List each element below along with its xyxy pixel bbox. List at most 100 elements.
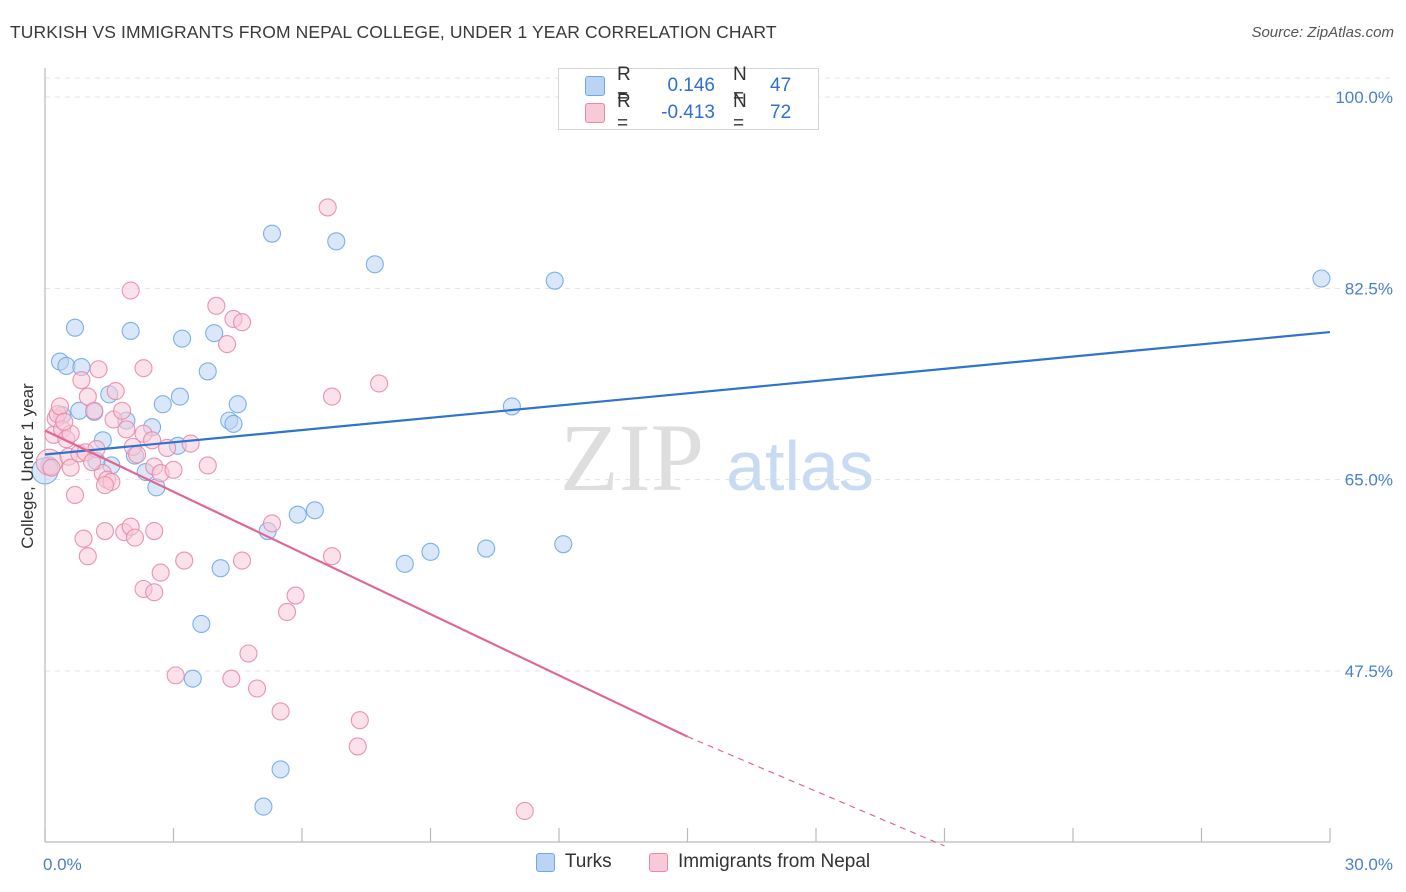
legend-label-turks: Turks — [564, 851, 612, 872]
data-points — [31, 89, 1331, 820]
stats-swatch-turks — [585, 76, 605, 96]
point-nepal — [72, 371, 91, 390]
point-nepal — [42, 458, 61, 477]
point-turks — [477, 539, 496, 558]
point-nepal — [95, 476, 115, 495]
stats-n-value: 47 — [770, 75, 792, 96]
point-nepal — [125, 528, 144, 547]
point-nepal — [232, 313, 252, 332]
x-tick-label-max: 30.0% — [1345, 855, 1393, 874]
trend-line-turks — [44, 330, 1331, 456]
point-turks — [57, 356, 76, 376]
point-nepal — [181, 434, 200, 453]
y-tick-label: 82.5% — [1345, 279, 1393, 298]
point-turks — [153, 395, 172, 414]
legend-item-turks[interactable]: Turks — [535, 851, 612, 873]
point-nepal — [78, 547, 97, 566]
point-nepal — [117, 420, 136, 439]
point-nepal — [515, 801, 534, 820]
point-turks — [170, 387, 189, 406]
y-tick-label: 65.0% — [1345, 471, 1393, 490]
point-turks — [305, 501, 324, 520]
point-nepal — [145, 583, 164, 602]
point-turks — [254, 797, 273, 816]
watermark-zip: ZIP — [560, 404, 704, 511]
point-nepal — [350, 711, 369, 730]
point-nepal — [370, 374, 389, 393]
point-turks — [327, 232, 346, 251]
point-nepal — [166, 666, 185, 685]
point-turks — [183, 669, 202, 688]
y-tick-label: 100.0% — [1335, 88, 1393, 107]
stats-r-value: -0.413 — [661, 102, 715, 123]
x-tick-label-min: 0.0% — [43, 855, 82, 874]
point-turks — [121, 321, 140, 341]
point-nepal — [143, 431, 162, 450]
point-turks — [65, 318, 85, 337]
point-turks — [224, 414, 243, 433]
point-turks — [173, 329, 192, 348]
source-credit: Source: ZipAtlas.com — [1251, 24, 1394, 41]
point-nepal — [89, 360, 108, 379]
point-nepal — [128, 445, 147, 464]
point-nepal — [277, 602, 297, 622]
y-tick-label: 47.5% — [1345, 662, 1393, 681]
stats-n-label: N = — [733, 64, 747, 107]
legend-label-nepal: Immigrants from Nepal — [677, 851, 871, 872]
point-nepal — [95, 522, 115, 541]
point-nepal — [217, 335, 237, 354]
stats-r-label: R = — [617, 64, 631, 107]
point-nepal — [134, 359, 153, 378]
legend-swatch-turks — [535, 852, 555, 872]
trend-line-nepal — [44, 429, 688, 738]
point-turks — [288, 505, 307, 524]
point-nepal — [74, 529, 93, 548]
point-nepal — [61, 458, 80, 477]
point-turks — [545, 271, 564, 290]
point-turks — [502, 397, 521, 416]
point-turks — [554, 535, 573, 554]
point-turks — [198, 362, 217, 381]
point-nepal — [239, 644, 258, 663]
point-nepal — [113, 401, 132, 420]
stats-legend: R = 0.146 N = 47 R = -0.413 N = 72 — [558, 64, 819, 134]
point-turks — [262, 224, 282, 243]
point-nepal — [151, 563, 170, 582]
watermark-atlas: atlas — [726, 427, 874, 505]
point-nepal — [322, 547, 342, 566]
point-turks — [211, 559, 230, 578]
point-nepal — [286, 586, 305, 605]
y-axis-label: College, Under 1 year — [18, 383, 37, 549]
legend-item-nepal[interactable]: Immigrants from Nepal — [648, 851, 871, 873]
stats-r-label: R = — [617, 91, 631, 134]
point-nepal — [348, 737, 367, 756]
point-turks — [421, 542, 440, 561]
point-nepal — [50, 397, 70, 416]
point-turks — [365, 255, 384, 274]
point-turks — [228, 395, 247, 414]
point-turks — [1312, 269, 1331, 288]
series-legend: Turks Immigrants from Nepal — [0, 851, 1406, 878]
tick-labels: 100.0% 82.5% 65.0% 47.5% 0.0% 30.0% — [43, 88, 1393, 874]
chart-title: TURKISH VS IMMIGRANTS FROM NEPAL COLLEGE… — [10, 22, 777, 42]
stats-r-value: 0.146 — [667, 75, 715, 96]
point-turks — [395, 554, 414, 573]
point-nepal — [121, 281, 140, 300]
trend-extension-nepal — [687, 736, 945, 847]
point-nepal — [262, 514, 282, 533]
watermark: ZIP atlas — [560, 404, 874, 511]
point-nepal — [207, 296, 226, 315]
point-nepal — [175, 551, 194, 570]
point-nepal — [232, 551, 252, 570]
stats-n-label: N = — [733, 91, 747, 134]
point-turks — [192, 614, 211, 634]
point-turks — [205, 324, 224, 343]
point-nepal — [55, 412, 74, 431]
point-nepal — [145, 522, 164, 541]
point-nepal — [85, 401, 104, 420]
point-nepal — [247, 679, 267, 698]
point-nepal — [65, 485, 85, 505]
point-nepal — [164, 460, 183, 479]
gridlines — [45, 77, 1392, 672]
